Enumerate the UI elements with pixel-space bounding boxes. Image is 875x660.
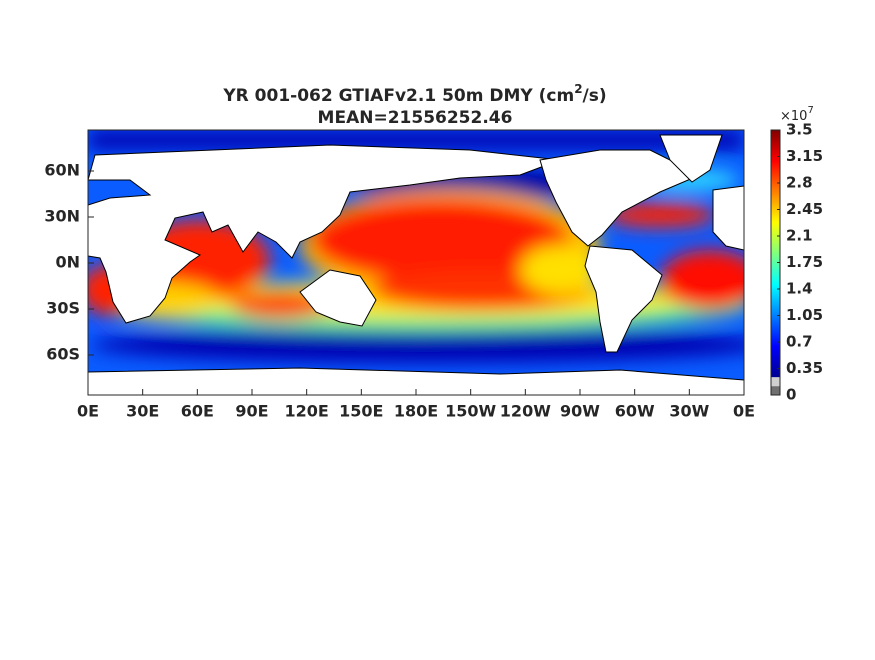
colorbar-tick-label: 0 bbox=[786, 386, 796, 404]
colorbar-exponent: ×107 bbox=[780, 105, 814, 124]
title: YR 001-062 GTIAFv2.1 50m DMY (cm2/s) bbox=[222, 82, 606, 107]
x-tick-label: 90E bbox=[235, 402, 268, 421]
colorbar-tick-label: 2.45 bbox=[786, 200, 823, 218]
y-tick-label: 0N bbox=[55, 253, 80, 272]
colorbar-tick-label: 3.15 bbox=[786, 147, 823, 165]
x-tick-label: 120W bbox=[500, 402, 551, 421]
colorbar-tick-label: 1.75 bbox=[786, 253, 823, 271]
x-tick-label: 150W bbox=[445, 402, 496, 421]
x-tick-label: 60E bbox=[181, 402, 214, 421]
colorbar-tick-label: 2.1 bbox=[786, 227, 813, 245]
land bbox=[88, 134, 744, 395]
colorbar-tick-label: 1.05 bbox=[786, 306, 823, 324]
colorbar-tick-label: 1.4 bbox=[786, 280, 813, 298]
exponent-base: ×10 bbox=[780, 109, 807, 124]
title-end: /s) bbox=[583, 86, 607, 106]
colorbar-tick-label: 0.35 bbox=[786, 359, 823, 377]
subtitle: MEAN=21556252.46 bbox=[318, 108, 513, 128]
colorbar-jet bbox=[771, 130, 780, 378]
x-tick-label: 180E bbox=[394, 402, 438, 421]
y-tick-label: 30S bbox=[46, 299, 80, 318]
x-tick-label: 120E bbox=[285, 402, 329, 421]
x-tick-label: 30E bbox=[126, 402, 159, 421]
x-tick-label: 150E bbox=[339, 402, 383, 421]
exponent-power: 7 bbox=[807, 105, 813, 116]
title-superscript: 2 bbox=[574, 82, 582, 96]
colorbar-tick-label: 3.5 bbox=[786, 121, 813, 139]
y-tick-label: 30N bbox=[44, 207, 80, 226]
colorbar-tick-label: 2.8 bbox=[786, 174, 813, 192]
x-tick-label: 0E bbox=[77, 402, 99, 421]
x-tick-label: 30W bbox=[669, 402, 709, 421]
y-tick-label: 60N bbox=[44, 161, 80, 180]
x-tick-label: 0E bbox=[733, 402, 755, 421]
title-main: YR 001-062 GTIAFv2.1 50m DMY (cm bbox=[222, 86, 574, 106]
colorbar-tick-label: 0.7 bbox=[786, 333, 813, 351]
colorbar-grey-light bbox=[771, 377, 780, 387]
y-tick-label: 60S bbox=[46, 345, 80, 364]
x-tick-label: 60W bbox=[615, 402, 655, 421]
x-tick-label: 90W bbox=[560, 402, 600, 421]
colorbar-grey-dark bbox=[771, 386, 780, 395]
